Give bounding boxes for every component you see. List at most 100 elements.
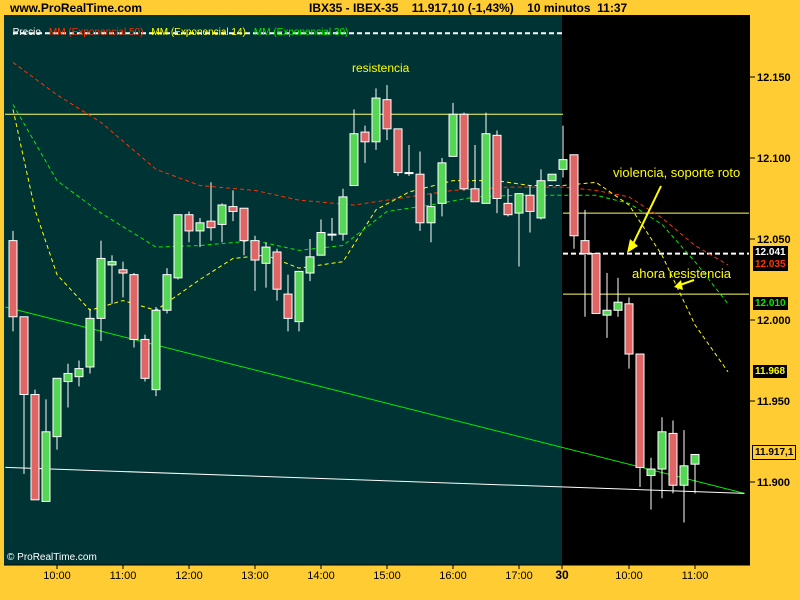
candle-body[interactable] [52, 377, 62, 438]
arrowhead-icon [627, 239, 638, 253]
candle-body[interactable] [272, 251, 282, 290]
x-tick-label: 14:00 [307, 570, 335, 582]
candle-body[interactable] [283, 293, 293, 319]
candle-body[interactable] [492, 134, 502, 200]
x-tick-label: 16:00 [439, 570, 467, 582]
candle-body[interactable] [63, 372, 73, 383]
price-label-ma30: 12.010 [753, 297, 788, 310]
instrument-info: IBX35 - IBEX-35 11.917,10 (-1,43%) 10 mi… [309, 1, 627, 15]
trendline[interactable] [5, 466, 745, 494]
legend-ma50[interactable]: MM (Exponencial 50) [48, 27, 144, 38]
annotation-ahora-resistencia: ahora resistencia [632, 266, 732, 281]
trendline[interactable] [5, 306, 745, 494]
candle-body[interactable] [8, 240, 18, 318]
instrument-name: IBX35 - IBEX-35 [309, 1, 399, 15]
candle-body[interactable] [470, 188, 480, 203]
candle-body[interactable] [459, 113, 469, 190]
annotation-soporte-roto: violencia, soporte roto [613, 165, 740, 180]
candle-body[interactable] [151, 309, 161, 391]
candle-body[interactable] [624, 303, 634, 355]
candle-body[interactable] [162, 274, 172, 311]
moving-average-line [12, 109, 729, 373]
legend-price[interactable]: Precio [12, 27, 41, 38]
candle-body[interactable] [690, 453, 700, 465]
candle-body[interactable] [547, 173, 557, 182]
candle-body[interactable] [569, 154, 579, 237]
candle-body[interactable] [228, 206, 238, 212]
x-tick-label: 13:00 [241, 570, 269, 582]
candle-body[interactable] [481, 133, 491, 204]
candle-body[interactable] [129, 274, 139, 340]
candle-body[interactable] [415, 173, 425, 224]
candle-body[interactable] [525, 194, 535, 212]
x-tick-label: 30 [555, 568, 569, 582]
candle-body[interactable] [371, 97, 381, 143]
moving-average-line [12, 62, 729, 266]
candle-body[interactable] [195, 222, 205, 232]
annotation-resistencia: resistencia [352, 61, 410, 75]
price-label-ma50: 12.035 [753, 258, 788, 271]
candle-body[interactable] [173, 214, 183, 279]
candle-body[interactable] [140, 338, 150, 379]
site-name[interactable]: www.ProRealTime.com [10, 1, 143, 15]
candle-body[interactable] [19, 316, 29, 396]
panel-day2 [562, 15, 750, 565]
candle-body[interactable] [261, 246, 271, 264]
clock: 11:37 [597, 1, 628, 15]
candle-body[interactable] [41, 431, 51, 502]
candle-body[interactable] [85, 317, 95, 368]
price-label-ma14: 11.968 [753, 365, 788, 378]
candle-body[interactable] [536, 180, 546, 219]
copyright: © ProRealTime.com [7, 552, 97, 563]
candle-body[interactable] [327, 233, 337, 236]
candle-body[interactable] [514, 193, 524, 214]
candle-body[interactable] [646, 468, 656, 477]
candle-body[interactable] [30, 394, 40, 501]
timeframe[interactable]: 10 minutos [527, 1, 591, 15]
candle-body[interactable] [591, 253, 601, 315]
candle-body[interactable] [558, 159, 568, 170]
candle-body[interactable] [239, 207, 249, 242]
candle-body[interactable] [349, 133, 359, 187]
candle-body[interactable] [250, 240, 260, 261]
candle-body[interactable] [657, 431, 667, 470]
x-tick-label: 17:00 [505, 570, 533, 582]
x-tick-label: 12:00 [175, 570, 203, 582]
candle-body[interactable] [360, 131, 370, 143]
arrowhead-icon [674, 280, 683, 290]
price-label-last: 11.917,1 [752, 445, 797, 460]
candle-body[interactable] [668, 432, 678, 486]
candle-body[interactable] [679, 465, 689, 486]
candle-body[interactable] [184, 214, 194, 232]
candle-body[interactable] [118, 269, 128, 274]
candle-body[interactable] [294, 270, 304, 323]
legend-ma14[interactable]: MM (Exponencial 14) [151, 27, 246, 38]
x-tick-label: 11:00 [110, 570, 137, 582]
arrow-soporte-roto [632, 185, 662, 245]
panel-day1 [4, 15, 562, 565]
candle-body[interactable] [404, 172, 414, 175]
candle-body[interactable] [338, 196, 348, 235]
last-price: 11.917,10 (-1,43%) [411, 1, 514, 15]
candle-body[interactable] [206, 220, 216, 229]
candle-body[interactable] [393, 128, 403, 174]
candle-body[interactable] [316, 232, 326, 256]
candle-body[interactable] [448, 113, 458, 157]
candle-body[interactable] [503, 202, 513, 216]
legend-ma30[interactable]: MM (Exponencial 30) [253, 27, 349, 38]
candle-body[interactable] [382, 99, 392, 130]
candle-body[interactable] [580, 240, 590, 255]
candle-body[interactable] [602, 309, 612, 316]
candle-body[interactable] [437, 162, 447, 204]
price-label-12041: 12.041 [753, 246, 788, 259]
candle-body[interactable] [635, 353, 645, 468]
candle-body[interactable] [107, 261, 117, 266]
candle-body[interactable] [305, 256, 315, 274]
candle-body[interactable] [96, 257, 106, 319]
candle-body[interactable] [217, 204, 227, 225]
x-tick-label: 10:00 [615, 570, 643, 582]
candle-body[interactable] [426, 206, 436, 224]
candle-body[interactable] [74, 368, 84, 378]
candle-body[interactable] [613, 301, 623, 311]
